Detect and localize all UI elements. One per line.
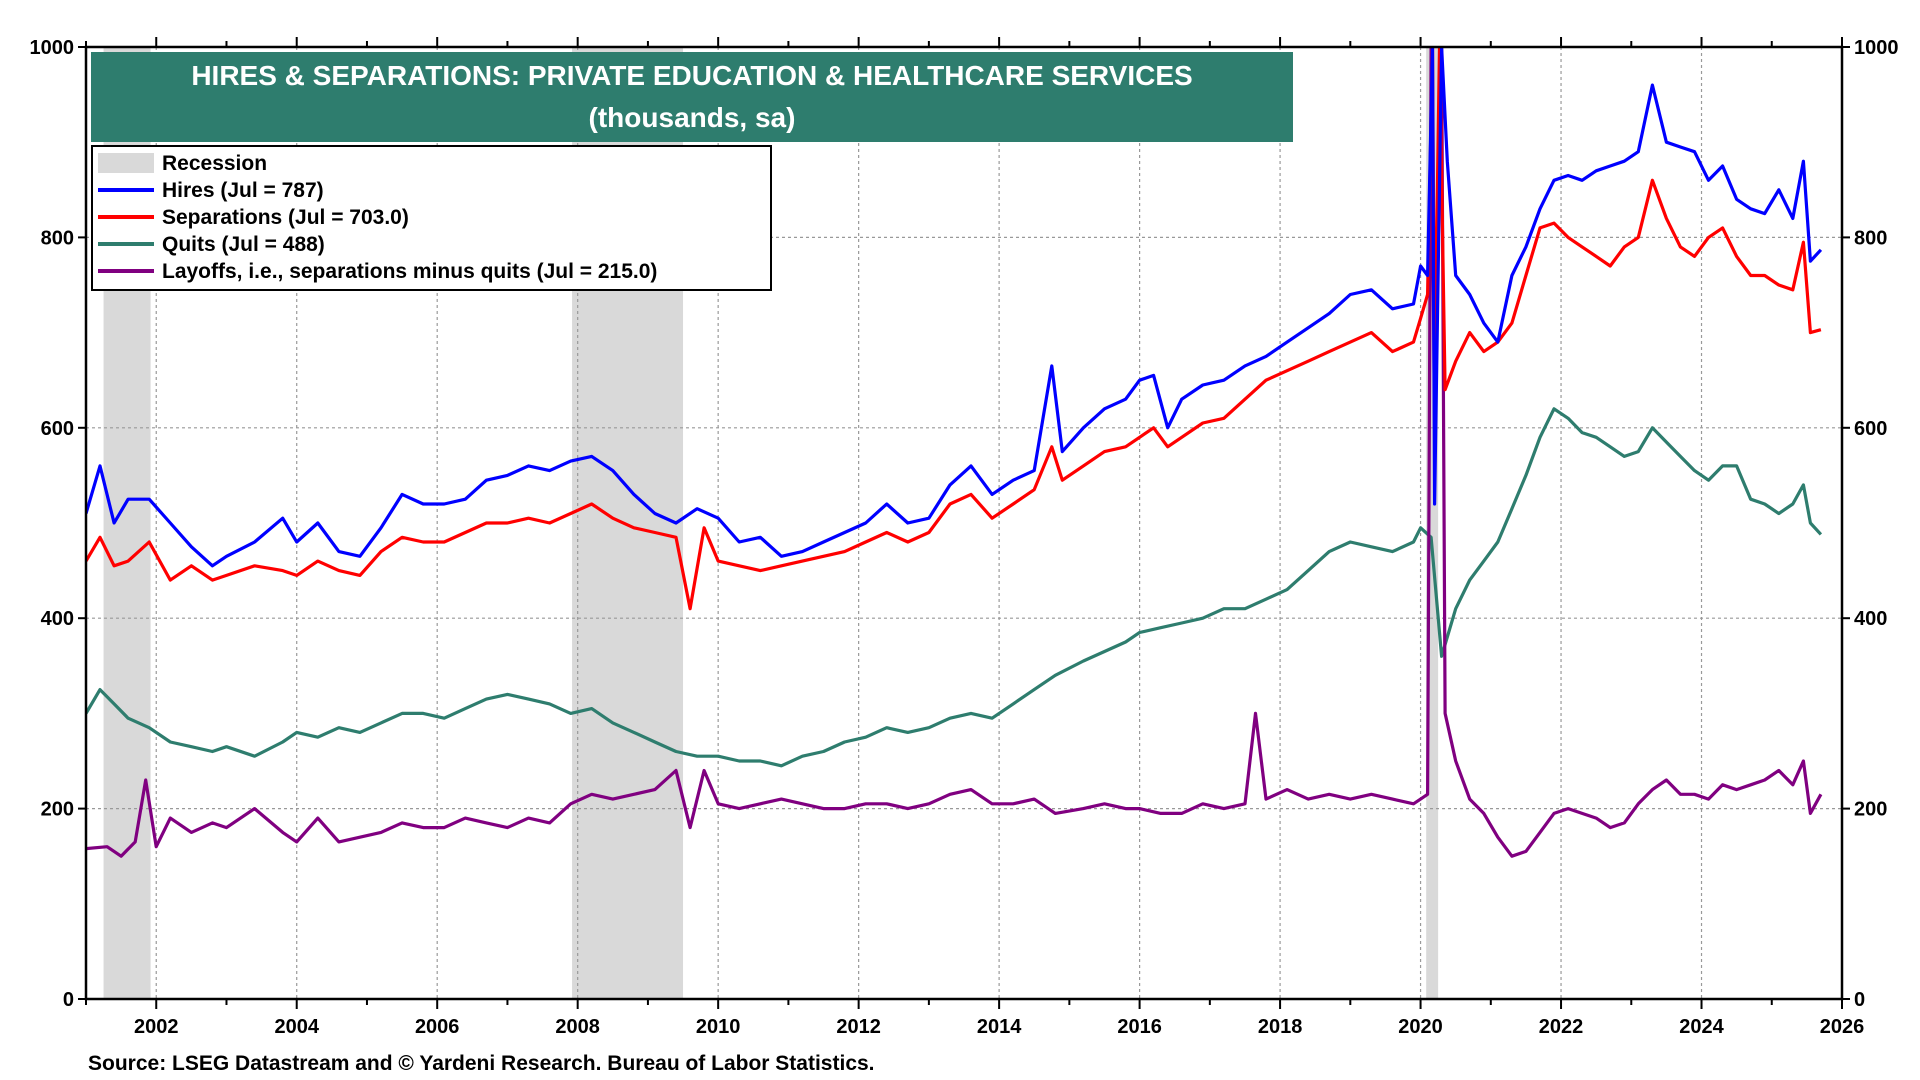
- y-tick-label-left: 1000: [30, 37, 75, 59]
- y-tick-label-right: 400: [1854, 608, 1887, 630]
- series-line-quits: [86, 407, 1823, 768]
- plot-frame: [84, 45, 1844, 1001]
- legend: Recession Hires (Jul = 787) Separations (J…: [91, 145, 772, 291]
- y-tick-label-right: 600: [1854, 418, 1887, 440]
- chart-title: HIRES & SEPARATIONS: PRIVATE EDUCATION &…: [191, 60, 1192, 91]
- x-tick-label: 2014: [977, 1016, 1022, 1038]
- legend-label: Separations (Jul = 703.0): [162, 206, 409, 229]
- chart-subtitle: (thousands, sa): [589, 102, 796, 133]
- x-tick-label: 2012: [836, 1016, 881, 1038]
- series-line-layoffs: [86, 47, 1823, 858]
- legend-label: Layoffs, i.e., separations minus quits (…: [162, 260, 657, 283]
- x-tick-label: 2002: [134, 1016, 179, 1038]
- y-tick-label-right: 0: [1854, 989, 1865, 1011]
- x-tick-label: 2006: [415, 1016, 460, 1038]
- series-line-separations: [86, 47, 1822, 611]
- legend-label: Recession: [162, 152, 267, 175]
- axis-ticks: 0 200 400 600 800 1000 0 200 400 600 800 1000 2002 20…: [30, 37, 1899, 1038]
- x-tick-label: 2020: [1398, 1016, 1443, 1038]
- y-tick-label-right: 200: [1854, 799, 1887, 821]
- x-tick-label: 2008: [555, 1016, 600, 1038]
- x-tick-label: 2022: [1539, 1016, 1584, 1038]
- y-tick-label-left: 600: [41, 418, 74, 440]
- recession-band-3: [1426, 47, 1439, 999]
- y-tick-label-left: 400: [41, 608, 74, 630]
- legend-label: Hires (Jul = 787): [162, 179, 324, 202]
- x-tick-label: 2026: [1820, 1016, 1865, 1038]
- x-tick-label: 2016: [1117, 1016, 1162, 1038]
- x-tick-label: 2004: [274, 1016, 319, 1038]
- legend-box: [91, 145, 772, 291]
- y-tick-label-left: 800: [41, 227, 74, 249]
- y-tick-label-left: 200: [41, 799, 74, 821]
- legend-swatch-recession: [98, 153, 154, 173]
- x-tick-label: 2024: [1679, 1016, 1724, 1038]
- source-note: Source: LSEG Datastream and © Yardeni Re…: [88, 1052, 875, 1075]
- y-tick-label-right: 1000: [1854, 37, 1899, 59]
- x-tick-label: 2018: [1258, 1016, 1303, 1038]
- x-tick-label: 2010: [696, 1016, 741, 1038]
- y-tick-label-left: 0: [63, 989, 74, 1011]
- series-lines: [86, 47, 1823, 858]
- title-banner: [91, 52, 1293, 142]
- legend-label: Quits (Jul = 488): [162, 233, 325, 256]
- series-line-hires: [86, 47, 1823, 568]
- gridlines: [86, 47, 1842, 999]
- y-tick-label-right: 800: [1854, 227, 1887, 249]
